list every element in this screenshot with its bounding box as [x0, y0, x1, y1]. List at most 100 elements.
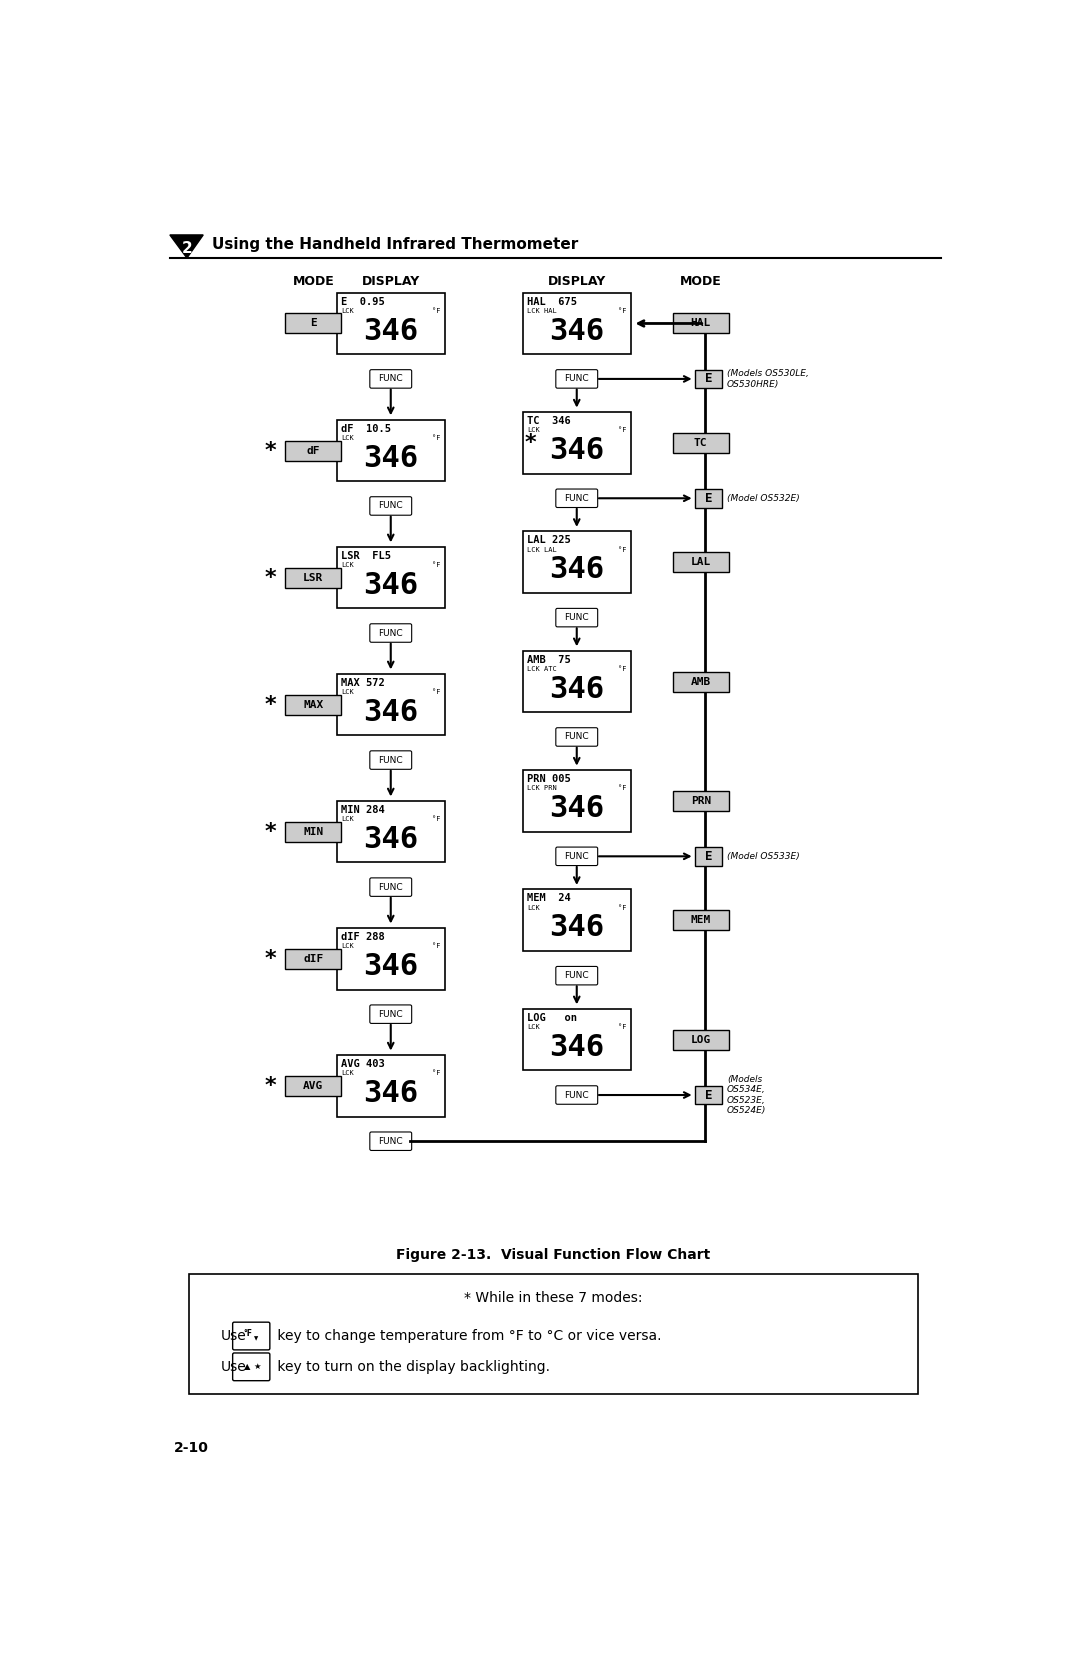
FancyBboxPatch shape [523, 890, 631, 951]
Text: 2-10: 2-10 [174, 1440, 208, 1455]
FancyBboxPatch shape [285, 314, 341, 334]
FancyBboxPatch shape [369, 1005, 411, 1023]
Text: E: E [705, 1088, 712, 1102]
Text: 346: 346 [363, 824, 418, 855]
FancyBboxPatch shape [369, 497, 411, 516]
FancyBboxPatch shape [556, 966, 597, 985]
Text: DISPLAY: DISPLAY [548, 275, 606, 287]
Text: °F: °F [432, 436, 441, 441]
Text: *: * [265, 1077, 276, 1097]
FancyBboxPatch shape [523, 412, 631, 474]
Text: LAL: LAL [690, 557, 711, 567]
Text: Use: Use [220, 1360, 246, 1374]
Text: MODE: MODE [293, 275, 334, 287]
FancyBboxPatch shape [673, 552, 729, 572]
Text: 2: 2 [181, 240, 192, 255]
Text: MAX 572: MAX 572 [341, 678, 384, 688]
Text: LCK: LCK [341, 689, 354, 696]
Text: FUNC: FUNC [565, 851, 589, 861]
FancyBboxPatch shape [694, 1087, 723, 1105]
Text: FUNC: FUNC [378, 756, 403, 764]
Text: E: E [705, 372, 712, 386]
FancyBboxPatch shape [694, 848, 723, 866]
FancyBboxPatch shape [337, 801, 445, 863]
FancyBboxPatch shape [523, 292, 631, 354]
FancyBboxPatch shape [337, 928, 445, 990]
FancyBboxPatch shape [523, 769, 631, 831]
Text: FUNC: FUNC [378, 1010, 403, 1018]
Text: °F: °F [432, 689, 441, 696]
Text: dIF: dIF [303, 953, 323, 963]
Text: LSR: LSR [303, 572, 323, 582]
Text: *: * [265, 694, 276, 714]
FancyBboxPatch shape [337, 547, 445, 609]
Text: MODE: MODE [680, 275, 721, 287]
Text: LCK ATC: LCK ATC [527, 666, 557, 673]
Text: LCK: LCK [341, 943, 354, 950]
Text: FUNC: FUNC [565, 494, 589, 502]
Text: Use: Use [220, 1329, 246, 1344]
Text: 346: 346 [363, 317, 418, 345]
Text: AVG 403: AVG 403 [341, 1058, 384, 1068]
Text: * While in these 7 modes:: * While in these 7 modes: [464, 1290, 643, 1305]
FancyBboxPatch shape [556, 1087, 597, 1105]
Text: LCK: LCK [341, 562, 354, 567]
Text: TC: TC [694, 437, 707, 447]
FancyBboxPatch shape [694, 489, 723, 507]
Text: 346: 346 [550, 317, 605, 345]
FancyBboxPatch shape [232, 1322, 270, 1350]
FancyBboxPatch shape [673, 432, 729, 452]
Text: HAL  675: HAL 675 [527, 297, 577, 307]
FancyBboxPatch shape [673, 910, 729, 930]
Text: 346: 346 [363, 444, 418, 472]
FancyBboxPatch shape [285, 694, 341, 714]
Text: 346: 346 [550, 1033, 605, 1061]
Text: dF: dF [307, 446, 320, 456]
Text: FUNC: FUNC [378, 883, 403, 891]
FancyBboxPatch shape [523, 1008, 631, 1070]
Text: 346: 346 [363, 1078, 418, 1108]
Text: MEM: MEM [690, 915, 711, 925]
Text: (Models OS530LE,
OS530HRE): (Models OS530LE, OS530HRE) [727, 369, 809, 389]
Text: ★: ★ [254, 1362, 261, 1372]
Text: Using the Handheld Infrared Thermometer: Using the Handheld Infrared Thermometer [213, 237, 579, 252]
Text: FUNC: FUNC [378, 1137, 403, 1145]
Text: *: * [265, 821, 276, 841]
Text: LOG: LOG [690, 1035, 711, 1045]
Text: °F: °F [432, 816, 441, 823]
FancyBboxPatch shape [369, 369, 411, 389]
Text: FUNC: FUNC [378, 629, 403, 638]
Text: °F: °F [618, 309, 626, 314]
Text: FUNC: FUNC [565, 1090, 589, 1100]
FancyBboxPatch shape [285, 441, 341, 461]
FancyBboxPatch shape [369, 1132, 411, 1150]
Text: 346: 346 [550, 794, 605, 823]
FancyBboxPatch shape [285, 1077, 341, 1097]
FancyBboxPatch shape [285, 948, 341, 968]
Text: MAX: MAX [303, 699, 323, 709]
Text: LCK: LCK [527, 905, 540, 911]
Text: °F: °F [432, 943, 441, 950]
Text: 346: 346 [363, 951, 418, 981]
Text: Figure 2-13.  Visual Function Flow Chart: Figure 2-13. Visual Function Flow Chart [396, 1248, 711, 1262]
Text: °F: °F [432, 562, 441, 567]
Text: LCK: LCK [527, 427, 540, 434]
Text: DISPLAY: DISPLAY [362, 275, 420, 287]
Text: AVG: AVG [303, 1082, 323, 1092]
Text: °F: °F [618, 547, 626, 552]
Text: E: E [705, 850, 712, 863]
Text: LSR  FL5: LSR FL5 [341, 551, 391, 561]
Text: 346: 346 [550, 674, 605, 704]
Text: MIN 284: MIN 284 [341, 804, 384, 814]
Text: 346: 346 [363, 571, 418, 599]
Text: 346: 346 [550, 556, 605, 584]
Text: PRN 005: PRN 005 [527, 774, 571, 784]
Text: TC  346: TC 346 [527, 416, 571, 426]
Text: LCK: LCK [341, 436, 354, 441]
Text: °F: °F [618, 427, 626, 434]
Text: ▲: ▲ [244, 1362, 251, 1372]
FancyBboxPatch shape [369, 751, 411, 769]
FancyBboxPatch shape [337, 1055, 445, 1117]
FancyBboxPatch shape [285, 567, 341, 587]
Text: °F: °F [618, 1025, 626, 1030]
